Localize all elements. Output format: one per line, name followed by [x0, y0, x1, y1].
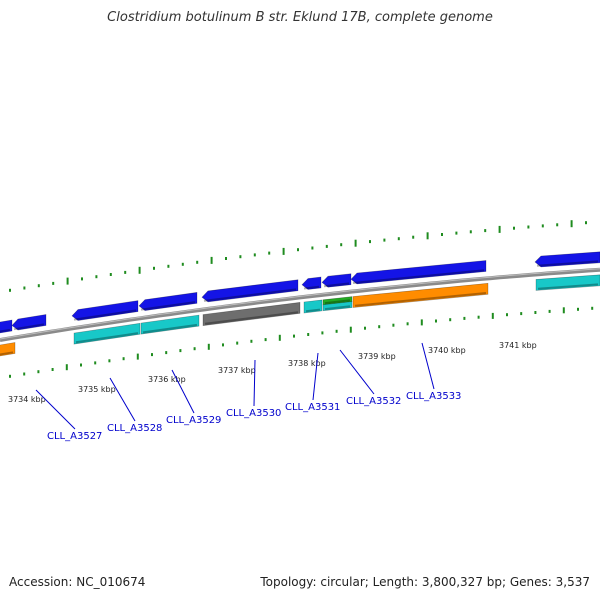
gene-forward-shade: [13, 323, 45, 331]
gene-reverse-shade: [354, 292, 487, 307]
map-title: Clostridium botulinum B str. Eklund 17B,…: [107, 10, 493, 25]
gene-forward: [138, 292, 198, 311]
gene-label: CLL_A3531: [285, 402, 340, 413]
gene-label: CLL_A3530: [226, 408, 281, 419]
gene-label: CLL_A3527: [47, 431, 102, 442]
gene-label: CLL_A3533: [406, 391, 461, 402]
gene-forward-shade: [203, 288, 297, 302]
accession-text: Accession: NC_010674: [9, 575, 146, 589]
gene-forward-shade: [0, 328, 11, 333]
gene-forward-shade: [140, 301, 196, 311]
gene-reverse: [322, 301, 353, 312]
gene-reverse: [535, 274, 600, 291]
leader-line: [35, 389, 76, 430]
gene-reverse-shade: [324, 299, 351, 305]
gene-forward-shade: [352, 269, 485, 284]
backbone-highlight: [0, 268, 600, 340]
gene-label: CLL_A3528: [107, 423, 162, 434]
gene-track: [0, 251, 600, 357]
gene-forward: [201, 279, 299, 303]
gene-reverse-shade: [204, 311, 299, 325]
gene-forward: [534, 251, 600, 268]
gene-forward: [301, 276, 322, 290]
gene-forward: [350, 260, 487, 285]
leader-line: [339, 349, 375, 395]
gene-reverse-shade: [324, 305, 351, 311]
gene-forward-shade: [323, 282, 350, 288]
genome-stats-text: Topology: circular; Length: 3,800,327 bp…: [260, 575, 590, 589]
position-label: 3734 kbp: [8, 395, 46, 404]
leader-line: [421, 342, 435, 390]
gene-label-leaders: [35, 342, 435, 430]
gene-reverse: [73, 322, 141, 345]
position-labels: 3734 kbp 3735 kbp 3736 kbp 3737 kbp 3738 kbp…: [8, 341, 537, 404]
gene-reverse: [202, 302, 301, 326]
position-label: 3738 kbp: [288, 359, 326, 368]
gene-label: CLL_A3532: [346, 396, 401, 407]
position-label: 3735 kbp: [78, 385, 116, 394]
gene-reverse: [303, 299, 323, 314]
leader-line: [312, 352, 319, 401]
gene-reverse-shade: [75, 332, 139, 344]
gene-reverse: [352, 282, 489, 308]
position-label: 3736 kbp: [148, 375, 186, 384]
genome-backbone: [0, 267, 600, 342]
gene-forward-shade: [303, 285, 320, 290]
gene-reverse-shade: [537, 283, 599, 290]
gene-reverse-shade: [142, 323, 198, 334]
gene-label: CLL_A3529: [166, 415, 221, 426]
position-ticks: [9, 306, 594, 378]
gene-forward-shade: [73, 309, 137, 321]
leader-line: [171, 369, 195, 414]
gene-reverse-shade: [305, 308, 321, 313]
gene-forward: [11, 314, 47, 331]
gene-reverse: [0, 342, 16, 357]
gene-labels: CLL_A3527 CLL_A3528 CLL_A3529 CLL_A3530 CLL_…: [47, 391, 461, 442]
leader-line: [253, 359, 256, 407]
position-label: 3737 kbp: [218, 366, 256, 375]
outer-gc-ticks: [9, 220, 587, 292]
gene-forward-shade: [536, 260, 599, 267]
position-label: 3741 kbp: [499, 341, 537, 350]
backbone-line: [0, 267, 600, 342]
leader-line: [109, 377, 136, 422]
gene-reverse-shade: [0, 351, 14, 356]
gene-reverse: [140, 314, 200, 335]
gene-forward: [71, 300, 139, 321]
position-label: 3740 kbp: [428, 346, 466, 355]
position-label: 3739 kbp: [358, 352, 396, 361]
